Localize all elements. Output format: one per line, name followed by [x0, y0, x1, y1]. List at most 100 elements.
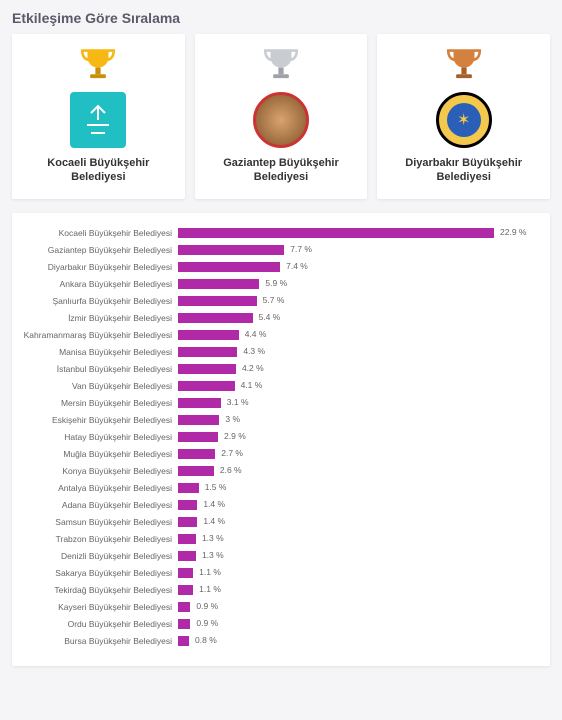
chart-row: İzmir Büyükşehir Belediyesi 5.4 %	[18, 310, 536, 327]
podium-row: Kocaeli Büyükşehir Belediyesi Gaziantep …	[12, 34, 550, 199]
chart-row-track: 22.9 %	[178, 228, 536, 238]
page-title: Etkileşime Göre Sıralama	[12, 10, 550, 26]
chart-row-label: Eskişehir Büyükşehir Belediyesi	[18, 415, 178, 425]
chart-row-track: 1.1 %	[178, 585, 536, 595]
chart-value: 1.3 %	[202, 550, 224, 560]
chart-row: Mersin Büyükşehir Belediyesi 3.1 %	[18, 395, 536, 412]
chart-bar	[178, 449, 215, 459]
chart-bar	[178, 279, 259, 289]
chart-bar	[178, 534, 196, 544]
chart-bar	[178, 466, 214, 476]
podium-name-3: Diyarbakır Büyükşehir Belediyesi	[385, 156, 542, 185]
chart-row: Samsun Büyükşehir Belediyesi1.4 %	[18, 514, 536, 531]
chart-bar	[178, 381, 235, 391]
chart-value: 1.1 %	[199, 567, 221, 577]
winner-badge-3: ✶	[436, 92, 492, 148]
chart-row-label: Sakarya Büyükşehir Belediyesi	[18, 568, 178, 578]
chart-row: Sakarya Büyükşehir Belediyesi 1.1 %	[18, 565, 536, 582]
chart-bar	[178, 228, 494, 238]
chart-value: 5.7 %	[263, 295, 285, 305]
chart-row-label: Şanlıurfa Büyükşehir Belediyesi	[18, 296, 178, 306]
chart-row-track: 7.7 %	[178, 245, 536, 255]
podium-name-1: Kocaeli Büyükşehir Belediyesi	[20, 156, 177, 185]
chart-row-track: 5.7 %	[178, 296, 536, 306]
chart-bar	[178, 313, 253, 323]
chart-row-label: Samsun Büyükşehir Belediyesi	[18, 517, 178, 527]
chart-bar	[178, 568, 193, 578]
chart-value: 3.1 %	[227, 397, 249, 407]
chart-row-track: 4.3 %	[178, 347, 536, 357]
chart-row-track: 0.9 %	[178, 602, 536, 612]
chart-row-label: Kocaeli Büyükşehir Belediyesi	[18, 228, 178, 238]
chart-row-label: Ordu Büyükşehir Belediyesi	[18, 619, 178, 629]
chart-row-track: 1.4 %	[178, 517, 536, 527]
chart-row-label: İzmir Büyükşehir Belediyesi	[18, 313, 178, 323]
podium-card-1: Kocaeli Büyükşehir Belediyesi	[12, 34, 185, 199]
chart-row: Denizli Büyükşehir Belediyesi 1.3 %	[18, 548, 536, 565]
chart-value: 5.4 %	[259, 312, 281, 322]
chart-value: 0.9 %	[196, 601, 218, 611]
podium-card-3: ✶ Diyarbakır Büyükşehir Belediyesi	[377, 34, 550, 199]
chart-row-track: 2.7 %	[178, 449, 536, 459]
chart-row-label: Gaziantep Büyükşehir Belediyesi	[18, 245, 178, 255]
chart-row-label: Kayseri Büyükşehir Belediyesi	[18, 602, 178, 612]
chart-row-track: 5.4 %	[178, 313, 536, 323]
chart-row-label: Diyarbakır Büyükşehir Belediyesi	[18, 262, 178, 272]
chart-row: Van Büyükşehir Belediyesi 4.1 %	[18, 378, 536, 395]
podium-name-2: Gaziantep Büyükşehir Belediyesi	[203, 156, 360, 185]
chart-bar	[178, 500, 197, 510]
chart-bar	[178, 347, 237, 357]
chart-value: 4.1 %	[241, 380, 263, 390]
chart-bar	[178, 585, 193, 595]
chart-row-track: 0.8 %	[178, 636, 536, 646]
chart-row-track: 1.3 %	[178, 534, 536, 544]
chart-value: 5.9 %	[265, 278, 287, 288]
chart-row-label: Muğla Büyükşehir Belediyesi	[18, 449, 178, 459]
chart-value: 0.9 %	[196, 618, 218, 628]
chart-row-track: 0.9 %	[178, 619, 536, 629]
podium-card-2: Gaziantep Büyükşehir Belediyesi	[195, 34, 368, 199]
chart-value: 7.7 %	[290, 244, 312, 254]
chart-bar	[178, 619, 190, 629]
chart-row-label: Konya Büyükşehir Belediyesi	[18, 466, 178, 476]
chart-row-label: Van Büyükşehir Belediyesi	[18, 381, 178, 391]
chart-row-label: Mersin Büyükşehir Belediyesi	[18, 398, 178, 408]
chart-value: 4.2 %	[242, 363, 264, 373]
chart-bar	[178, 398, 221, 408]
winner-badge-1	[70, 92, 126, 148]
chart-row-track: 3.1 %	[178, 398, 536, 408]
chart-row: Muğla Büyükşehir Belediyesi 2.7 %	[18, 446, 536, 463]
chart-row-label: Denizli Büyükşehir Belediyesi	[18, 551, 178, 561]
chart-row-track: 7.4 %	[178, 262, 536, 272]
chart-row-label: Bursa Büyükşehir Belediyesi	[18, 636, 178, 646]
chart-bar	[178, 296, 257, 306]
chart-row: Adana Büyükşehir Belediyesi1.4 %	[18, 497, 536, 514]
chart-value: 22.9 %	[500, 227, 526, 237]
chart-row-label: Kahramanmaraş Büyükşehir Belediyesi	[18, 330, 178, 340]
chart-bar	[178, 262, 280, 272]
chart-row: Şanlıurfa Büyükşehir Belediyesi 5.7 %	[18, 293, 536, 310]
chart-row: Antalya Büyükşehir Belediyesi1.5 %	[18, 480, 536, 497]
chart-value: 2.7 %	[221, 448, 243, 458]
chart-value: 7.4 %	[286, 261, 308, 271]
chart-row-track: 2.6 %	[178, 466, 536, 476]
chart-row-track: 1.4 %	[178, 500, 536, 510]
chart-row-label: Tekirdağ Büyükşehir Belediyesi	[18, 585, 178, 595]
chart-bar	[178, 517, 197, 527]
ranking-chart: Kocaeli Büyükşehir Belediyesi 22.9 % Gazia…	[12, 213, 550, 666]
chart-row-label: İstanbul Büyükşehir Belediyesi	[18, 364, 178, 374]
chart-bar	[178, 364, 236, 374]
chart-row: Gaziantep Büyükşehir Belediyesi 7.7 %	[18, 242, 536, 259]
chart-row: Kocaeli Büyükşehir Belediyesi 22.9 %	[18, 225, 536, 242]
chart-row: Kahramanmaraş Büyükşehir Belediyesi 4.4 %	[18, 327, 536, 344]
chart-row: Trabzon Büyükşehir Belediyesi1.3 %	[18, 531, 536, 548]
chart-row-label: Ankara Büyükşehir Belediyesi	[18, 279, 178, 289]
chart-bar	[178, 602, 190, 612]
chart-row: İstanbul Büyükşehir Belediyesi 4.2 %	[18, 361, 536, 378]
chart-value: 1.3 %	[202, 533, 224, 543]
chart-value: 4.4 %	[245, 329, 267, 339]
chart-row: Kayseri Büyükşehir Belediyesi 0.9 %	[18, 599, 536, 616]
chart-row-label: Hatay Büyükşehir Belediyesi	[18, 432, 178, 442]
chart-value: 4.3 %	[243, 346, 265, 356]
chart-bar	[178, 415, 219, 425]
